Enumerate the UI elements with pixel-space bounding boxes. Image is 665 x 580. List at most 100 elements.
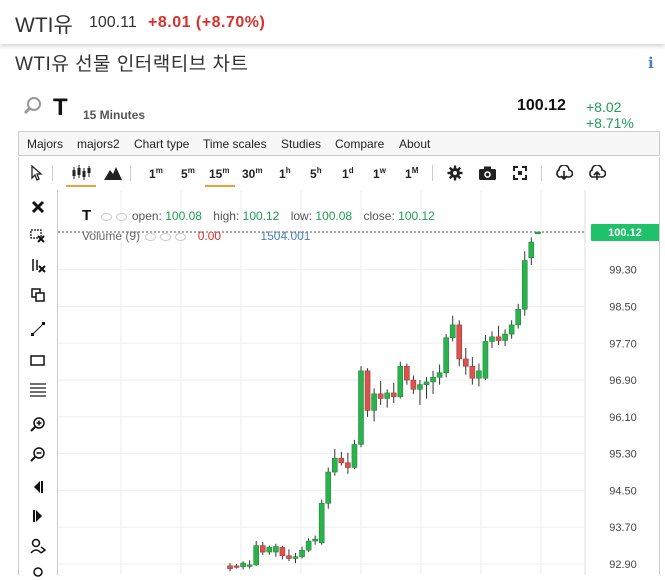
eye-icon[interactable] bbox=[100, 212, 112, 221]
menu-time-scales[interactable]: Time scales bbox=[203, 137, 267, 151]
volume-average: 1504.001 bbox=[260, 229, 311, 243]
quote-symbol: WTI유 bbox=[15, 14, 73, 37]
candle-body bbox=[469, 365, 476, 379]
candle-body bbox=[489, 336, 495, 342]
menu-majors[interactable]: Majors bbox=[27, 137, 64, 151]
zoom-in-icon[interactable] bbox=[30, 417, 46, 433]
legend-open-label: open: bbox=[131, 209, 162, 223]
settings-icon[interactable] bbox=[447, 165, 463, 181]
ohlc-legend: T open: 100.08 high: 100.12 low: 100.08 … bbox=[82, 207, 443, 224]
candle-body bbox=[345, 462, 351, 468]
interval-15m[interactable]: 15m bbox=[209, 166, 230, 181]
quote-bar: WTI유 100.11 +8.01 (+8.70%) bbox=[0, 0, 665, 44]
current-price-label: 100.12 bbox=[608, 227, 642, 239]
cursor-icon[interactable] bbox=[30, 165, 44, 181]
last-change: +8.02 +8.71% bbox=[586, 99, 634, 131]
interval-1d[interactable]: 1d bbox=[342, 166, 354, 181]
line-tool-icon[interactable] bbox=[30, 321, 46, 337]
menu-compare[interactable]: Compare bbox=[335, 137, 385, 151]
menu-about[interactable]: About bbox=[399, 137, 431, 151]
candlestick-icon[interactable] bbox=[71, 165, 91, 181]
scroll-right-icon[interactable] bbox=[30, 508, 46, 524]
zoom-out-icon[interactable] bbox=[30, 447, 46, 463]
y-tick-label: 95.30 bbox=[609, 449, 637, 461]
candle-body bbox=[286, 555, 292, 559]
interval-1M[interactable]: 1M bbox=[405, 166, 419, 181]
candle-body bbox=[377, 393, 384, 399]
candle-body bbox=[535, 231, 541, 235]
info-icon[interactable]: i bbox=[648, 54, 654, 72]
scroll-left-icon[interactable] bbox=[30, 479, 46, 495]
interval-30m[interactable]: 30m bbox=[242, 166, 263, 181]
chart-toolbar: 1m 5m 15m 30m 1h 5h 1d 1w 1M bbox=[18, 157, 660, 190]
candle-body bbox=[227, 565, 233, 569]
candle-body bbox=[410, 379, 417, 390]
page-title: WTI유 선물 인터랙티브 차트 bbox=[15, 54, 249, 75]
candlestick-chart[interactable]: 99.30 98.50 97.70 96.90 96.10 95.30 94.50 93.70… bbox=[58, 190, 660, 575]
candle-body bbox=[417, 384, 423, 390]
candle-body bbox=[331, 457, 338, 473]
fibonacci-tool-icon[interactable] bbox=[30, 382, 46, 398]
y-tick-label: 99.30 bbox=[609, 265, 637, 277]
delete-drawing-icon[interactable] bbox=[30, 228, 46, 244]
download-icon[interactable] bbox=[555, 165, 573, 181]
chart-interval: 15 Minutes bbox=[83, 108, 146, 122]
candle-body bbox=[384, 392, 391, 399]
candle-body bbox=[364, 370, 371, 411]
volume-label: Volume (9) bbox=[82, 229, 141, 243]
candle-body bbox=[246, 564, 253, 567]
chart-menu-bar: Majors majors2 Chart type Time scales St… bbox=[18, 131, 660, 156]
camera-icon[interactable] bbox=[479, 166, 496, 180]
mountain-icon[interactable] bbox=[104, 166, 122, 180]
candle-body bbox=[233, 565, 240, 568]
magnet-icon[interactable] bbox=[30, 258, 46, 274]
interval-5m[interactable]: 5m bbox=[181, 166, 195, 181]
candle-body bbox=[449, 324, 456, 339]
quote-change: +8.01 (+8.70%) bbox=[148, 14, 266, 31]
legend-close: 100.12 bbox=[398, 209, 435, 223]
y-tick-label: 92.90 bbox=[609, 559, 637, 571]
y-tick-label: 96.10 bbox=[609, 412, 637, 424]
settings-icon[interactable] bbox=[160, 232, 172, 241]
more-tools-icon[interactable] bbox=[30, 564, 46, 580]
candle-body bbox=[240, 562, 246, 568]
interval-1w[interactable]: 1w bbox=[373, 166, 386, 181]
copy-icon[interactable] bbox=[30, 287, 46, 303]
candle-body bbox=[436, 372, 443, 378]
candle-body bbox=[279, 547, 286, 557]
pan-icon[interactable] bbox=[30, 538, 46, 554]
eye-off-icon[interactable] bbox=[115, 212, 127, 221]
candle-body bbox=[318, 503, 325, 544]
candle-body bbox=[430, 377, 436, 383]
upload-icon[interactable] bbox=[588, 165, 606, 181]
menu-majors2[interactable]: majors2 bbox=[77, 137, 120, 151]
interval-1h[interactable]: 1h bbox=[279, 166, 291, 181]
candle-body bbox=[521, 260, 528, 310]
candle-body bbox=[358, 370, 364, 445]
interval-1m[interactable]: 1m bbox=[149, 166, 163, 181]
chart-area[interactable]: 99.30 98.50 97.70 96.90 96.10 95.30 94.50 93.70… bbox=[58, 190, 660, 575]
candle-body bbox=[443, 337, 449, 374]
menu-studies[interactable]: Studies bbox=[281, 137, 322, 151]
candle-body bbox=[404, 365, 410, 381]
eye-icon[interactable] bbox=[145, 232, 157, 241]
legend-high: 100.12 bbox=[242, 209, 280, 223]
candle-body bbox=[397, 365, 404, 397]
legend-low: 100.08 bbox=[315, 209, 353, 223]
quote-price: 100.11 bbox=[89, 14, 137, 31]
fullscreen-icon[interactable] bbox=[513, 166, 527, 180]
chart-symbol[interactable]: T bbox=[53, 94, 68, 121]
candle-body bbox=[253, 545, 259, 566]
menu-chart-type[interactable]: Chart type bbox=[134, 137, 190, 151]
candle-body bbox=[456, 324, 463, 360]
candle-body bbox=[259, 545, 266, 553]
candle-body bbox=[476, 370, 482, 379]
y-tick-label: 97.70 bbox=[609, 338, 637, 350]
interval-5h[interactable]: 5h bbox=[310, 166, 322, 181]
rectangle-tool-icon[interactable] bbox=[30, 353, 46, 369]
legend-low-label: low: bbox=[290, 209, 313, 223]
close-icon[interactable] bbox=[30, 199, 46, 215]
search-icon[interactable] bbox=[23, 96, 43, 116]
legend-open: 100.08 bbox=[165, 209, 202, 223]
close-icon[interactable] bbox=[175, 232, 187, 241]
